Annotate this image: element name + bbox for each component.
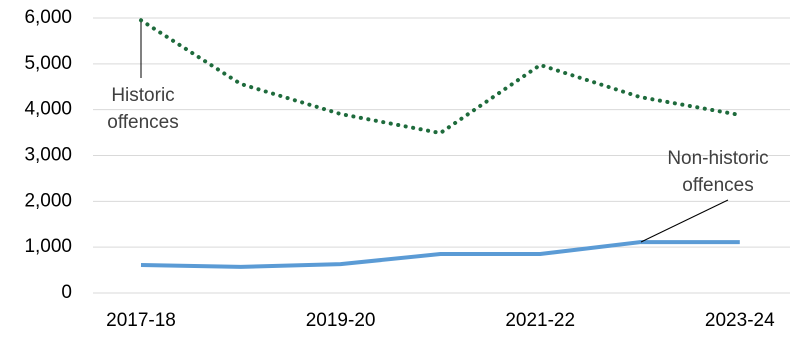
series-annotation: Non-historic offences [667,148,768,196]
y-tick-label: 6,000 [24,7,72,28]
series-annotation: Historic offences [107,85,178,133]
y-tick-label: 5,000 [24,53,72,74]
y-tick-label: 4,000 [24,99,72,120]
series-line [139,18,742,136]
y-tick-label: 2,000 [24,190,72,211]
y-tick-label: 0 [61,282,72,303]
y-tick-label: 1,000 [24,236,72,257]
x-tick-label: 2019-20 [306,310,376,331]
x-tick-label: 2017-18 [106,310,176,331]
x-tick-label: 2021-22 [505,310,575,331]
annotation-leader [640,199,729,243]
x-tick-label: 2023-24 [705,310,775,331]
series-line [140,240,740,269]
y-tick-label: 3,000 [24,145,72,166]
